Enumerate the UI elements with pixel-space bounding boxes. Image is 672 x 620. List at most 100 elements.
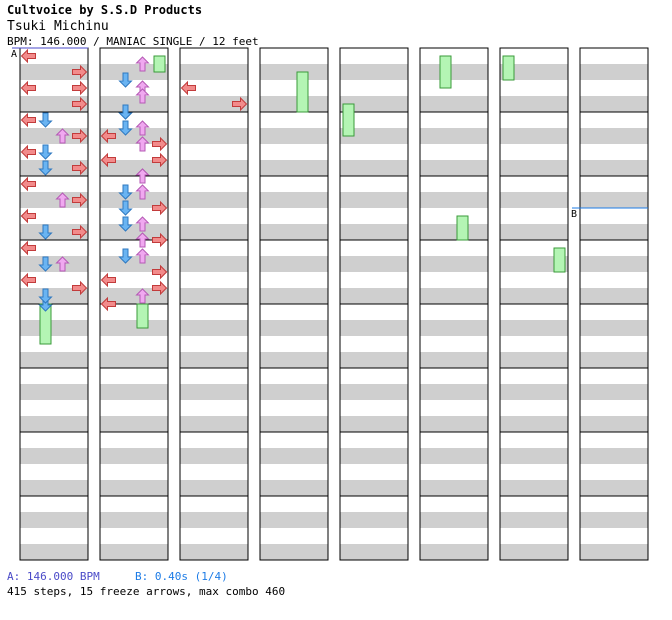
beat-stripe [20, 176, 88, 192]
up-arrow [135, 168, 150, 184]
beat-stripe [260, 496, 328, 512]
beat-stripe [100, 528, 168, 544]
freeze-arrow [342, 103, 355, 137]
beat-stripe [580, 240, 648, 256]
beat-stripe [180, 416, 248, 432]
beat-stripe [420, 400, 488, 416]
beat-stripe [580, 208, 648, 224]
freeze-arrow [296, 71, 309, 113]
left-arrow [180, 80, 196, 96]
beat-stripe [340, 144, 408, 160]
beat-stripe [420, 448, 488, 464]
beat-stripe [20, 464, 88, 480]
freeze-arrow [553, 247, 566, 273]
beat-stripe [20, 496, 88, 512]
beat-stripe [500, 336, 568, 352]
beat-stripe [340, 256, 408, 272]
beat-stripe [260, 96, 328, 112]
up-arrow [135, 232, 150, 248]
beat-stripe [260, 368, 328, 384]
beat-stripe [180, 320, 248, 336]
beat-stripe [420, 144, 488, 160]
up-arrow [135, 248, 150, 264]
left-arrow [20, 144, 36, 160]
right-arrow [232, 96, 248, 112]
left-arrow [100, 296, 116, 312]
beat-stripe [180, 112, 248, 128]
beat-stripe [260, 528, 328, 544]
beat-stripe [340, 384, 408, 400]
beat-stripe [500, 96, 568, 112]
beat-stripe [500, 304, 568, 320]
beat-stripe [340, 128, 408, 144]
beat-stripe [420, 416, 488, 432]
beat-stripe [500, 112, 568, 128]
beat-stripe [20, 208, 88, 224]
beat-stripe [20, 224, 88, 240]
beat-stripe [260, 464, 328, 480]
left-arrow [20, 176, 36, 192]
beat-stripe [20, 240, 88, 256]
beat-stripe [580, 176, 648, 192]
left-arrow [100, 272, 116, 288]
left-arrow [20, 112, 36, 128]
beat-stripe [260, 480, 328, 496]
beat-stripe [180, 496, 248, 512]
beat-stripe [260, 416, 328, 432]
beat-stripe [580, 432, 648, 448]
beat-stripe [420, 176, 488, 192]
beat-stripe [340, 352, 408, 368]
beat-stripe [180, 400, 248, 416]
beat-stripe [180, 480, 248, 496]
beat-stripe [340, 528, 408, 544]
beat-stripe [500, 176, 568, 192]
right-arrow [152, 152, 168, 168]
beat-stripe [500, 128, 568, 144]
down-arrow [118, 120, 133, 136]
beat-stripe [340, 512, 408, 528]
beat-stripe [580, 304, 648, 320]
up-arrow [135, 56, 150, 72]
beat-stripe [20, 128, 88, 144]
beat-stripe [260, 112, 328, 128]
right-arrow [72, 80, 88, 96]
beat-stripe [100, 304, 168, 320]
beat-stripe [500, 384, 568, 400]
beat-stripe [420, 352, 488, 368]
beat-stripe [260, 352, 328, 368]
beat-stripe [340, 160, 408, 176]
beat-stripe [340, 416, 408, 432]
beat-stripe [100, 208, 168, 224]
beat-stripe [420, 528, 488, 544]
beat-stripe [580, 352, 648, 368]
beat-stripe [260, 288, 328, 304]
beat-stripe [100, 272, 168, 288]
beat-stripe [580, 272, 648, 288]
song-title: Cultvoice by S.S.D Products [7, 3, 203, 17]
beat-stripe [500, 256, 568, 272]
beat-stripe [340, 448, 408, 464]
beat-stripe [180, 512, 248, 528]
freeze-arrow [439, 55, 452, 89]
beat-stripe [100, 480, 168, 496]
beat-stripe [180, 544, 248, 560]
beat-stripe [20, 368, 88, 384]
beat-stripe [100, 128, 168, 144]
beat-stripe [580, 528, 648, 544]
beat-stripe [340, 112, 408, 128]
beat-stripe [580, 544, 648, 560]
up-arrow [55, 256, 70, 272]
beat-stripe [100, 96, 168, 112]
beat-stripe [20, 272, 88, 288]
left-arrow [20, 208, 36, 224]
chart-column-border [179, 47, 249, 561]
up-arrow [135, 136, 150, 152]
down-arrow [118, 184, 133, 200]
down-arrow [38, 144, 53, 160]
beat-stripe [420, 160, 488, 176]
beat-stripe [580, 496, 648, 512]
beat-stripe [420, 336, 488, 352]
beat-stripe [180, 352, 248, 368]
beat-stripe [100, 288, 168, 304]
beat-stripe [500, 144, 568, 160]
